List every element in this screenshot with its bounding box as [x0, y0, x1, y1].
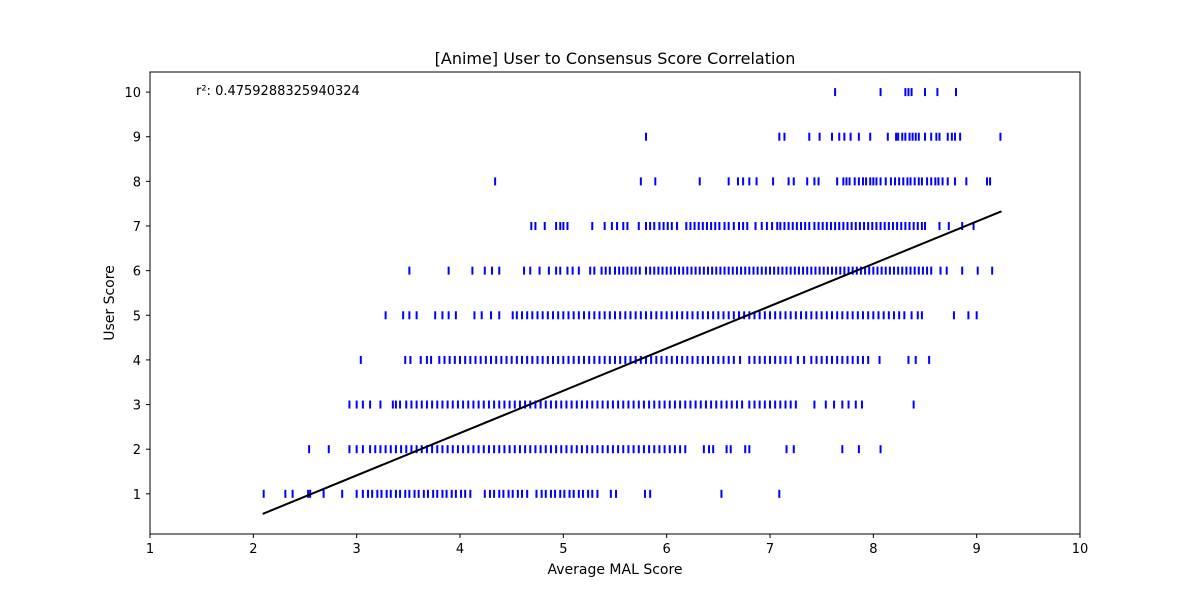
trend-line: [262, 210, 1002, 515]
x-tick-label: 10: [1072, 542, 1089, 557]
y-axis-ticks: 1 2 3 4 5 6 7 8 9 10: [124, 86, 150, 503]
point-markers: [262, 88, 1002, 498]
x-axis-label: Average MAL Score: [547, 562, 682, 578]
x-tick-label: 7: [766, 542, 774, 557]
y-tick-label: 4: [133, 354, 141, 369]
r-squared-annotation: r²: 0.4759288325940324: [196, 84, 360, 99]
plot-area: [149, 71, 1081, 535]
y-tick-label: 5: [133, 309, 141, 324]
y-tick-label: 10: [124, 86, 141, 101]
y-tick-label: 6: [133, 265, 141, 280]
x-tick-label: 6: [663, 542, 671, 557]
x-tick-label: 5: [559, 542, 567, 557]
x-tick-label: 1: [146, 542, 154, 557]
x-axis-ticks: 1 2 3 4 5 6 7 8 9 10: [146, 534, 1088, 557]
y-tick-label: 1: [133, 488, 141, 503]
y-tick-label: 9: [133, 131, 141, 146]
y-axis-label: User Score: [102, 265, 118, 341]
x-tick-label: 4: [456, 542, 464, 557]
x-tick-label: 9: [973, 542, 981, 557]
y-tick-label: 2: [133, 443, 141, 458]
chart-title: [Anime] User to Consensus Score Correlat…: [435, 49, 796, 68]
x-tick-label: 8: [869, 542, 877, 557]
x-tick-label: 2: [249, 542, 257, 557]
y-tick-label: 8: [133, 175, 141, 190]
y-tick-label: 7: [133, 220, 141, 235]
x-tick-label: 3: [353, 542, 361, 557]
y-tick-label: 3: [133, 399, 141, 414]
